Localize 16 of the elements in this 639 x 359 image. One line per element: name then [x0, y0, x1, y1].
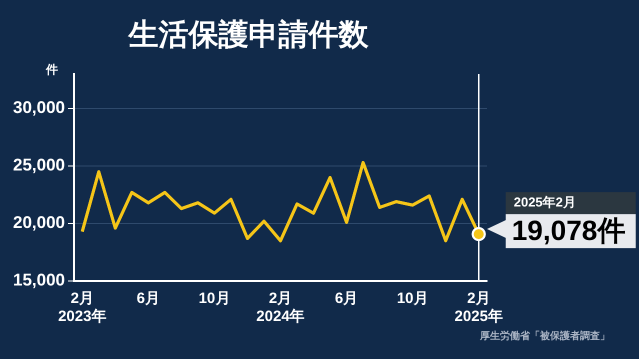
y-tick-label: 25,000: [12, 156, 65, 175]
y-tick-label: 15,000: [12, 270, 65, 290]
data-label: 19,078件: [512, 214, 626, 246]
x-tick-label: 6月: [136, 290, 160, 308]
x-tick-label: 2月 2023年: [58, 290, 106, 326]
chart-title: 生活保護申請件数: [128, 18, 370, 52]
text: 厚生労働省「被保護者調査」: [479, 330, 610, 342]
y-axis-title: 件: [44, 62, 58, 76]
x-tick-label: 10月: [198, 290, 230, 308]
y-tick-label: 20,000: [12, 213, 65, 232]
x-tick-label: 2月 2025年: [454, 290, 503, 326]
x-tick-label: 10月: [396, 290, 429, 308]
x-tick-label: 2月 2024年: [256, 290, 305, 326]
y-tick-label: 30,000: [12, 98, 65, 118]
text: 2025年2月: [514, 194, 576, 210]
x-tick-label: 6月: [334, 290, 358, 308]
